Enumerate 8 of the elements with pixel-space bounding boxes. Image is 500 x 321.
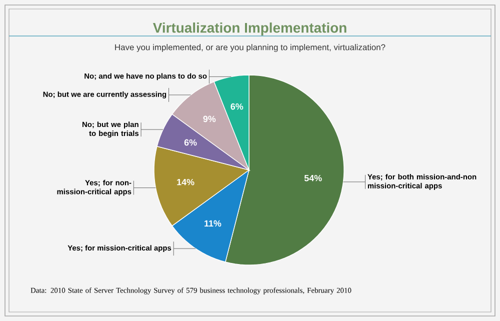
data-label: 11% [204, 220, 222, 227]
data-label: 9% [203, 116, 216, 122]
chart-subtitle: Have you implemented, or are you planning to implement, virtualization? [115, 44, 386, 52]
data-label: 6% [230, 103, 244, 110]
data-label: 54% [304, 174, 322, 182]
data-label: 14% [177, 178, 194, 186]
data-label: 6% [184, 139, 197, 146]
chart-title: Virtualization Implementation [152, 22, 346, 36]
